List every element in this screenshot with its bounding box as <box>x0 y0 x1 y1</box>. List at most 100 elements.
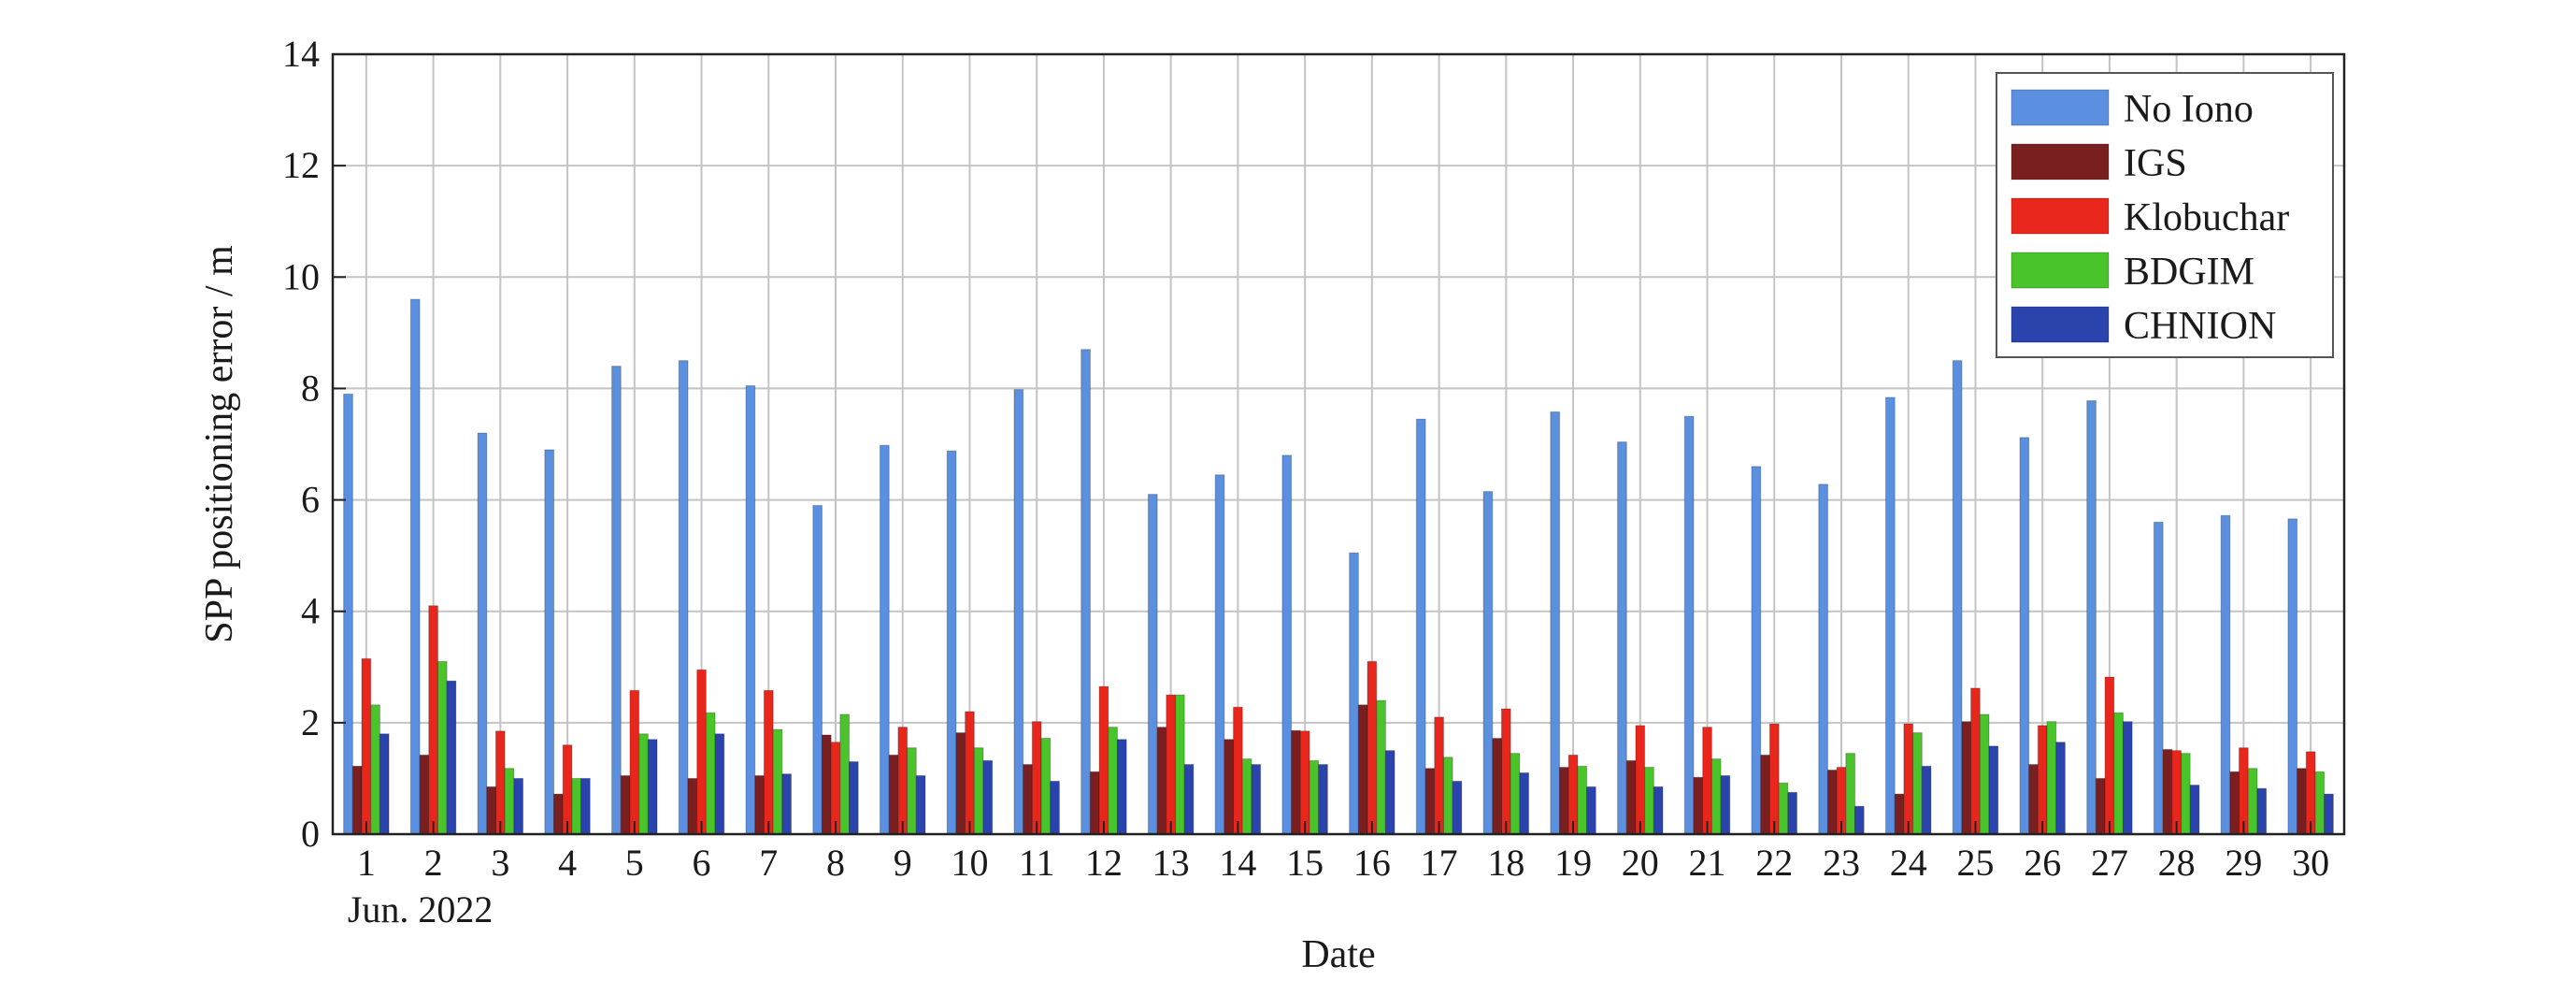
x-tick-label: 12 <box>1085 842 1123 884</box>
legend-swatch <box>2011 143 2110 180</box>
bar <box>2113 712 2124 835</box>
bar <box>1291 729 1301 835</box>
bar <box>1080 349 1091 835</box>
bar <box>1309 759 1320 835</box>
legend: No Iono IGS Klobuchar BDGIM CHNION <box>1996 72 2334 358</box>
bar <box>1156 727 1167 835</box>
bar <box>1693 776 1704 835</box>
x-tick-label: 4 <box>558 842 577 884</box>
bar <box>620 774 631 835</box>
bar <box>839 714 851 835</box>
bar <box>880 444 890 835</box>
bar <box>428 605 438 835</box>
bar <box>946 450 957 835</box>
bar <box>1175 694 1185 835</box>
bar <box>678 360 689 835</box>
bar <box>1251 764 1262 835</box>
bar <box>1108 727 1118 835</box>
bar <box>2314 771 2326 835</box>
bar <box>1961 721 1972 835</box>
bar <box>2287 518 2298 835</box>
x-tick-label: 6 <box>693 842 711 884</box>
x-tick-label: 20 <box>1622 842 1659 884</box>
x-tick-label: 18 <box>1487 842 1524 884</box>
bar <box>1894 793 1905 835</box>
bar <box>1625 759 1637 835</box>
bar <box>812 505 823 835</box>
bar <box>1224 739 1235 835</box>
bar <box>696 669 707 835</box>
bar <box>705 712 716 835</box>
bar <box>2162 748 2173 835</box>
y-tick-label: 10 <box>282 255 320 297</box>
y-tick-label: 14 <box>282 33 320 75</box>
bar <box>2086 400 2097 835</box>
bar <box>2055 742 2066 835</box>
x-tick-label: 7 <box>759 842 778 884</box>
bar <box>1921 765 1932 835</box>
bar <box>1147 494 1158 835</box>
bar <box>379 733 390 835</box>
bar <box>2046 721 2057 835</box>
x-tick-label: 22 <box>1755 842 1793 884</box>
bar <box>888 754 899 835</box>
bar <box>907 747 917 835</box>
bar <box>2189 785 2200 835</box>
bars <box>343 298 2334 835</box>
bar <box>714 733 725 835</box>
bar <box>446 680 457 835</box>
bar <box>361 657 372 835</box>
bar <box>2028 764 2039 835</box>
bar <box>1854 805 1865 835</box>
bar <box>370 704 380 835</box>
bar <box>1586 786 1596 835</box>
y-tick-label: 2 <box>301 701 320 743</box>
x-tick-label: 11 <box>1019 842 1055 884</box>
legend-swatch <box>2011 252 2110 289</box>
x-tick-label: 3 <box>491 842 509 884</box>
legend-swatch <box>2011 197 2110 235</box>
bar <box>1023 764 1033 835</box>
bar <box>1702 727 1712 835</box>
x-tick-label: 16 <box>1353 842 1391 884</box>
bar <box>1550 411 1561 835</box>
bar <box>1826 769 1838 835</box>
x-tick-label: 10 <box>951 842 988 884</box>
bar <box>1442 757 1453 835</box>
bar <box>2229 771 2240 835</box>
bar <box>1013 389 1024 835</box>
bar <box>821 734 832 835</box>
bar <box>409 298 421 835</box>
bar <box>1559 767 1569 835</box>
legend-label: Klobuchar <box>2124 196 2289 239</box>
bar <box>1415 418 1426 835</box>
bar <box>2122 721 2133 835</box>
x-tick-label: 8 <box>826 842 845 884</box>
bar <box>2037 725 2048 835</box>
legend-label: IGS <box>2124 142 2187 185</box>
bar <box>1970 687 1981 835</box>
bar <box>1050 780 1060 835</box>
bar <box>849 761 859 835</box>
bar <box>1098 685 1109 835</box>
x-tick-label: 5 <box>625 842 644 884</box>
y-tick-label: 12 <box>282 144 320 186</box>
x-tick-label: 21 <box>1689 842 1726 884</box>
bar <box>982 759 994 835</box>
bar <box>2256 787 2268 835</box>
legend-label: CHNION <box>2124 305 2276 348</box>
x-tick-label: 23 <box>1823 842 1860 884</box>
bar <box>1376 699 1386 835</box>
bar <box>1367 660 1378 835</box>
bar <box>647 739 658 835</box>
bar <box>1482 491 1494 835</box>
bar <box>343 393 353 835</box>
bar <box>1424 768 1436 835</box>
bar <box>2247 768 2258 835</box>
bar <box>2095 777 2106 835</box>
bar <box>1031 721 1042 835</box>
x-tick-label: 30 <box>2292 842 2329 884</box>
bar <box>2181 753 2191 835</box>
